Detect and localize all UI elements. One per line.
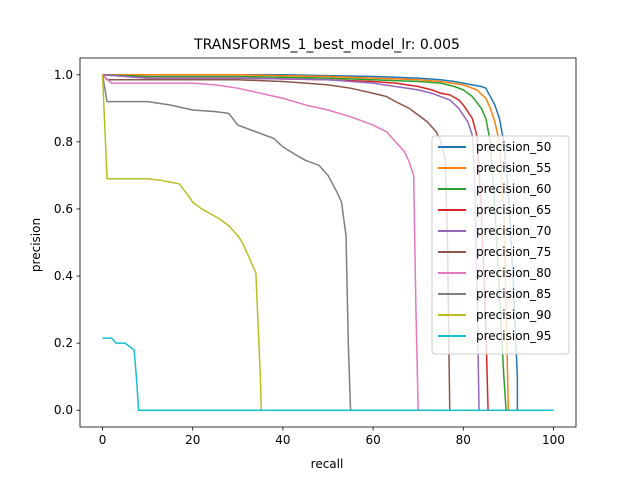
legend-label: precision_75	[476, 245, 551, 259]
x-axis-title: recall	[311, 457, 344, 471]
legend-label: precision_55	[476, 161, 551, 175]
y-tick-label: 0.0	[54, 403, 73, 417]
y-tick-label: 1.0	[54, 68, 73, 82]
legend-label: precision_80	[476, 266, 551, 280]
legend-label: precision_65	[476, 203, 551, 217]
legend-label: precision_85	[476, 287, 551, 301]
plot-frame	[79, 57, 577, 428]
y-tick-label: 0.8	[54, 135, 73, 149]
legend-label: precision_50	[476, 140, 551, 154]
series-line-precision-90	[101, 74, 554, 411]
x-tick-label: 60	[365, 433, 380, 447]
legend-box	[431, 135, 570, 355]
series-line-precision-95	[102, 337, 554, 411]
y-tick-label: 0.6	[54, 202, 73, 216]
axes: 0 20 40 60 80 100 0.0 0.2 0.4 0.6 0.8 1.0	[54, 57, 577, 447]
series-lines	[101, 74, 554, 411]
series-line-precision-85	[101, 74, 554, 411]
legend: precision_50 precision_55 precision_60prec…	[431, 135, 570, 355]
y-tick-label: 0.2	[54, 336, 73, 350]
series-line-precision-80	[102, 74, 554, 411]
x-tick-label: 20	[185, 433, 200, 447]
legend-label: precision_90	[476, 308, 551, 322]
plot-area	[101, 74, 554, 411]
legend-label: precision_60	[476, 182, 551, 196]
chart-title: TRANSFORMS_1_best_model_lr: 0.005	[193, 37, 460, 53]
x-tick-label: 80	[456, 433, 471, 447]
y-axis-title: precision	[29, 218, 43, 272]
x-tick-label: 40	[275, 433, 290, 447]
x-tick-label: 0	[99, 433, 107, 447]
x-tick-label: 100	[542, 433, 565, 447]
y-tick-label: 0.4	[54, 269, 73, 283]
legend-label: precision_70	[476, 224, 551, 238]
legend-label: precision_95	[476, 329, 551, 343]
